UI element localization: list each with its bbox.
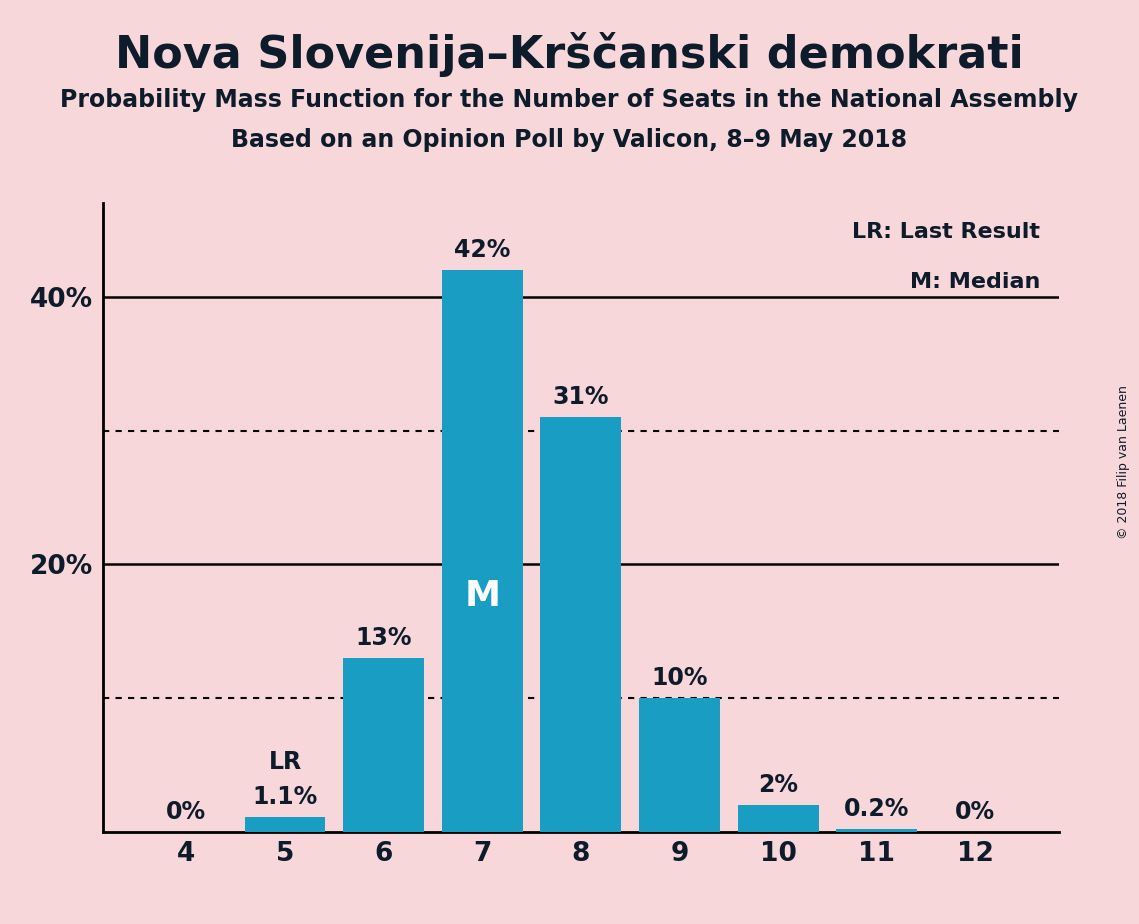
Text: Based on an Opinion Poll by Valicon, 8–9 May 2018: Based on an Opinion Poll by Valicon, 8–9… bbox=[231, 128, 908, 152]
Text: © 2018 Filip van Laenen: © 2018 Filip van Laenen bbox=[1117, 385, 1130, 539]
Text: 31%: 31% bbox=[552, 385, 609, 409]
Bar bbox=[836, 829, 917, 832]
Bar bbox=[639, 698, 720, 832]
Bar bbox=[245, 817, 326, 832]
Text: LR: Last Result: LR: Last Result bbox=[852, 222, 1040, 242]
Text: Probability Mass Function for the Number of Seats in the National Assembly: Probability Mass Function for the Number… bbox=[60, 88, 1079, 112]
Text: 13%: 13% bbox=[355, 626, 412, 650]
Text: Nova Slovenija–Krščanski demokrati: Nova Slovenija–Krščanski demokrati bbox=[115, 32, 1024, 78]
Text: M: M bbox=[465, 578, 500, 613]
Text: 10%: 10% bbox=[652, 666, 707, 690]
Text: 42%: 42% bbox=[454, 238, 510, 262]
Bar bbox=[343, 658, 424, 832]
Text: 2%: 2% bbox=[759, 772, 798, 796]
Text: 0%: 0% bbox=[166, 799, 206, 823]
Bar bbox=[442, 270, 523, 832]
Text: 0.2%: 0.2% bbox=[844, 796, 909, 821]
Text: M: Median: M: Median bbox=[910, 273, 1040, 292]
Text: 1.1%: 1.1% bbox=[253, 784, 318, 808]
Text: LR: LR bbox=[269, 750, 302, 774]
Text: 0%: 0% bbox=[956, 799, 995, 823]
Bar bbox=[541, 417, 621, 832]
Bar bbox=[738, 805, 819, 832]
